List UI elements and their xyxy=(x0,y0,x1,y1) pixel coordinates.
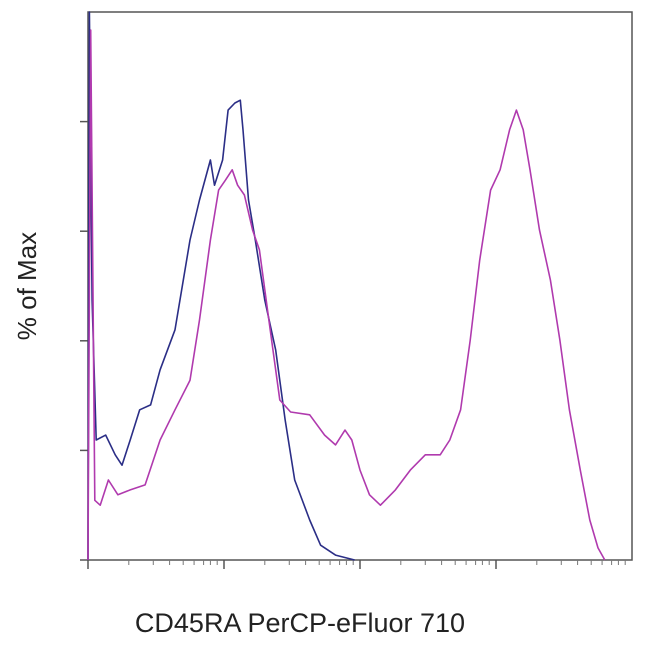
histogram-line xyxy=(87,29,606,561)
x-axis-label: CD45RA PerCP-eFluor 710 xyxy=(135,608,465,638)
plot-frame xyxy=(87,11,633,561)
y-axis-label: % of Max xyxy=(12,232,42,340)
histogram-line xyxy=(87,11,355,561)
